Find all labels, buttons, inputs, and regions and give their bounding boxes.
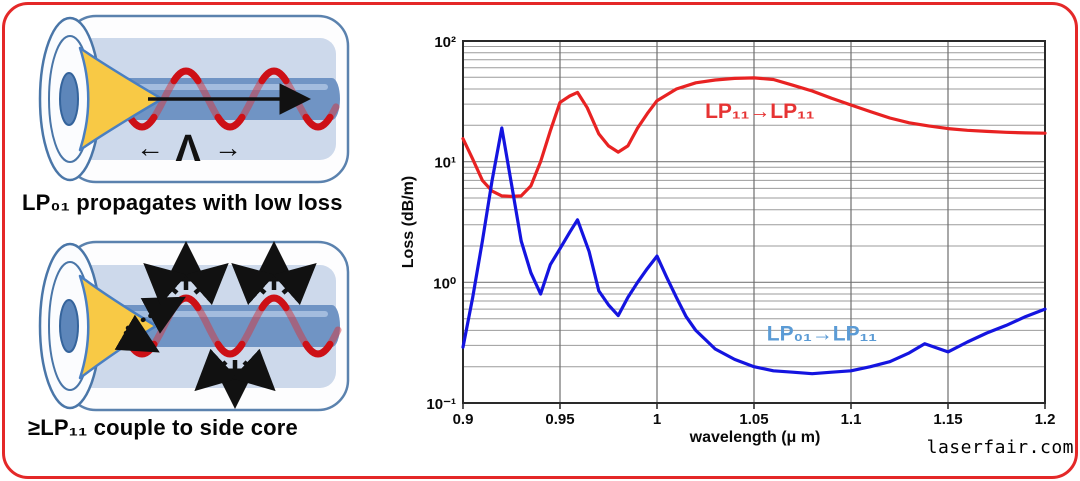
caption-lp01-low-loss: LP₀₁ propagates with low loss	[22, 190, 343, 215]
fiber-diagram-low-loss: ← Λ →	[38, 14, 350, 184]
x-tick-label: 0.95	[545, 411, 574, 428]
helix-wave-front	[302, 340, 334, 358]
helix-wave-front	[170, 67, 202, 85]
y-tick-label: 10⁰	[433, 275, 456, 292]
chart-plot-area: 10⁻¹ 10⁰ 10¹ 10² 0.9 0.95 1 1.05 1.1 1.15 1.2 LP₁₁→…	[426, 34, 1055, 428]
helix-wave-front	[258, 67, 290, 85]
radiation-arrows-up-icon	[231, 241, 317, 306]
y-tick-label: 10²	[434, 34, 456, 51]
x-tick-label: 1.15	[933, 411, 962, 428]
loss-chart: 10⁻¹ 10⁰ 10¹ 10² 0.9 0.95 1 1.05 1.1 1.15 1.2 LP₁₁→…	[400, 34, 1055, 446]
y-tick-label: 10⁻¹	[426, 396, 456, 413]
x-tick-label: 1.05	[739, 411, 768, 428]
series-lp01-lp11	[461, 126, 1047, 376]
helix-wave-front	[302, 113, 334, 131]
y-tick-label: 10¹	[434, 155, 456, 172]
caption-lp11-couples: ≥LP₁₁ couple to side core	[28, 415, 298, 440]
fiber-diagram-coupling	[38, 240, 350, 412]
right-arrow-icon: →	[214, 132, 242, 163]
fiber-end-core	[59, 72, 79, 126]
series-label-lp11-lp11: LP₁₁→LP₁₁	[705, 100, 814, 123]
series-lp11-lp11	[461, 76, 1047, 198]
x-tick-label: 0.9	[453, 411, 474, 428]
pump-pulse-icon	[78, 46, 164, 152]
helix-wave-front	[126, 113, 158, 131]
helix-wave-front	[214, 113, 246, 131]
radiation-arrows-down-icon	[194, 348, 276, 409]
x-tick-label: 1.1	[841, 411, 862, 428]
y-axis-title: Loss (dB/m)	[400, 176, 417, 268]
x-axis-title: wavelength (μ m)	[689, 429, 821, 446]
x-tick-label: 1.2	[1035, 411, 1056, 428]
coupling-dotted-arrow-down-icon	[114, 314, 160, 353]
radiation-arrows-up-icon	[143, 241, 229, 306]
x-tick-label: 1	[653, 411, 661, 428]
fiber-end-core	[59, 299, 79, 353]
series-label-lp01-lp11: LP₀₁→LP₁₁	[767, 322, 877, 345]
left-arrow-icon: ←	[136, 132, 164, 163]
watermark: laserfair.com	[926, 437, 1074, 458]
plot-border	[462, 40, 1046, 404]
grating-period-symbol: Λ	[175, 128, 201, 170]
